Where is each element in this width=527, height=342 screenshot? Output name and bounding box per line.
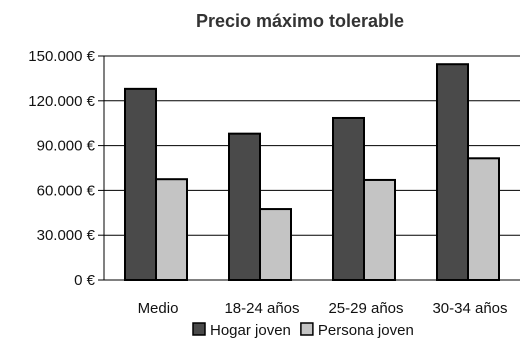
legend-label: Persona joven bbox=[318, 322, 414, 339]
bar-persona-joven bbox=[259, 208, 292, 281]
legend-swatch bbox=[300, 322, 314, 336]
y-tick-label: 0 € bbox=[74, 272, 96, 289]
bar-hogar-joven bbox=[228, 132, 261, 281]
y-tick-label: 150.000 € bbox=[28, 48, 95, 65]
legend: Hogar joven Persona joven bbox=[192, 322, 414, 339]
bar-hogar-joven bbox=[332, 116, 365, 282]
x-axis-labels: Medio 18-24 años 25-29 años 30-34 años bbox=[138, 300, 508, 317]
bar-persona-joven bbox=[155, 178, 188, 281]
bar-persona-joven bbox=[363, 178, 396, 282]
bar-persona-joven bbox=[467, 157, 500, 281]
x-category-label: 30-34 años bbox=[432, 300, 507, 317]
chart-title: Precio máximo tolerable bbox=[196, 11, 404, 31]
bars bbox=[124, 63, 500, 282]
x-category-label: 25-29 años bbox=[328, 300, 403, 317]
bar-hogar-joven bbox=[436, 63, 469, 281]
y-tick-label: 60.000 € bbox=[37, 182, 96, 199]
x-category-label: Medio bbox=[138, 300, 179, 317]
legend-label: Hogar joven bbox=[210, 322, 291, 339]
legend-swatch bbox=[192, 322, 206, 336]
y-axis: 0 € 30.000 € 60.000 € 90.000 € 120.000 € 150.… bbox=[28, 48, 105, 289]
x-category-label: 18-24 años bbox=[224, 300, 299, 317]
bar-hogar-joven bbox=[124, 87, 157, 281]
y-tick-label: 90.000 € bbox=[37, 138, 96, 155]
y-tick-label: 120.000 € bbox=[28, 93, 95, 110]
y-tick-label: 30.000 € bbox=[37, 227, 96, 244]
